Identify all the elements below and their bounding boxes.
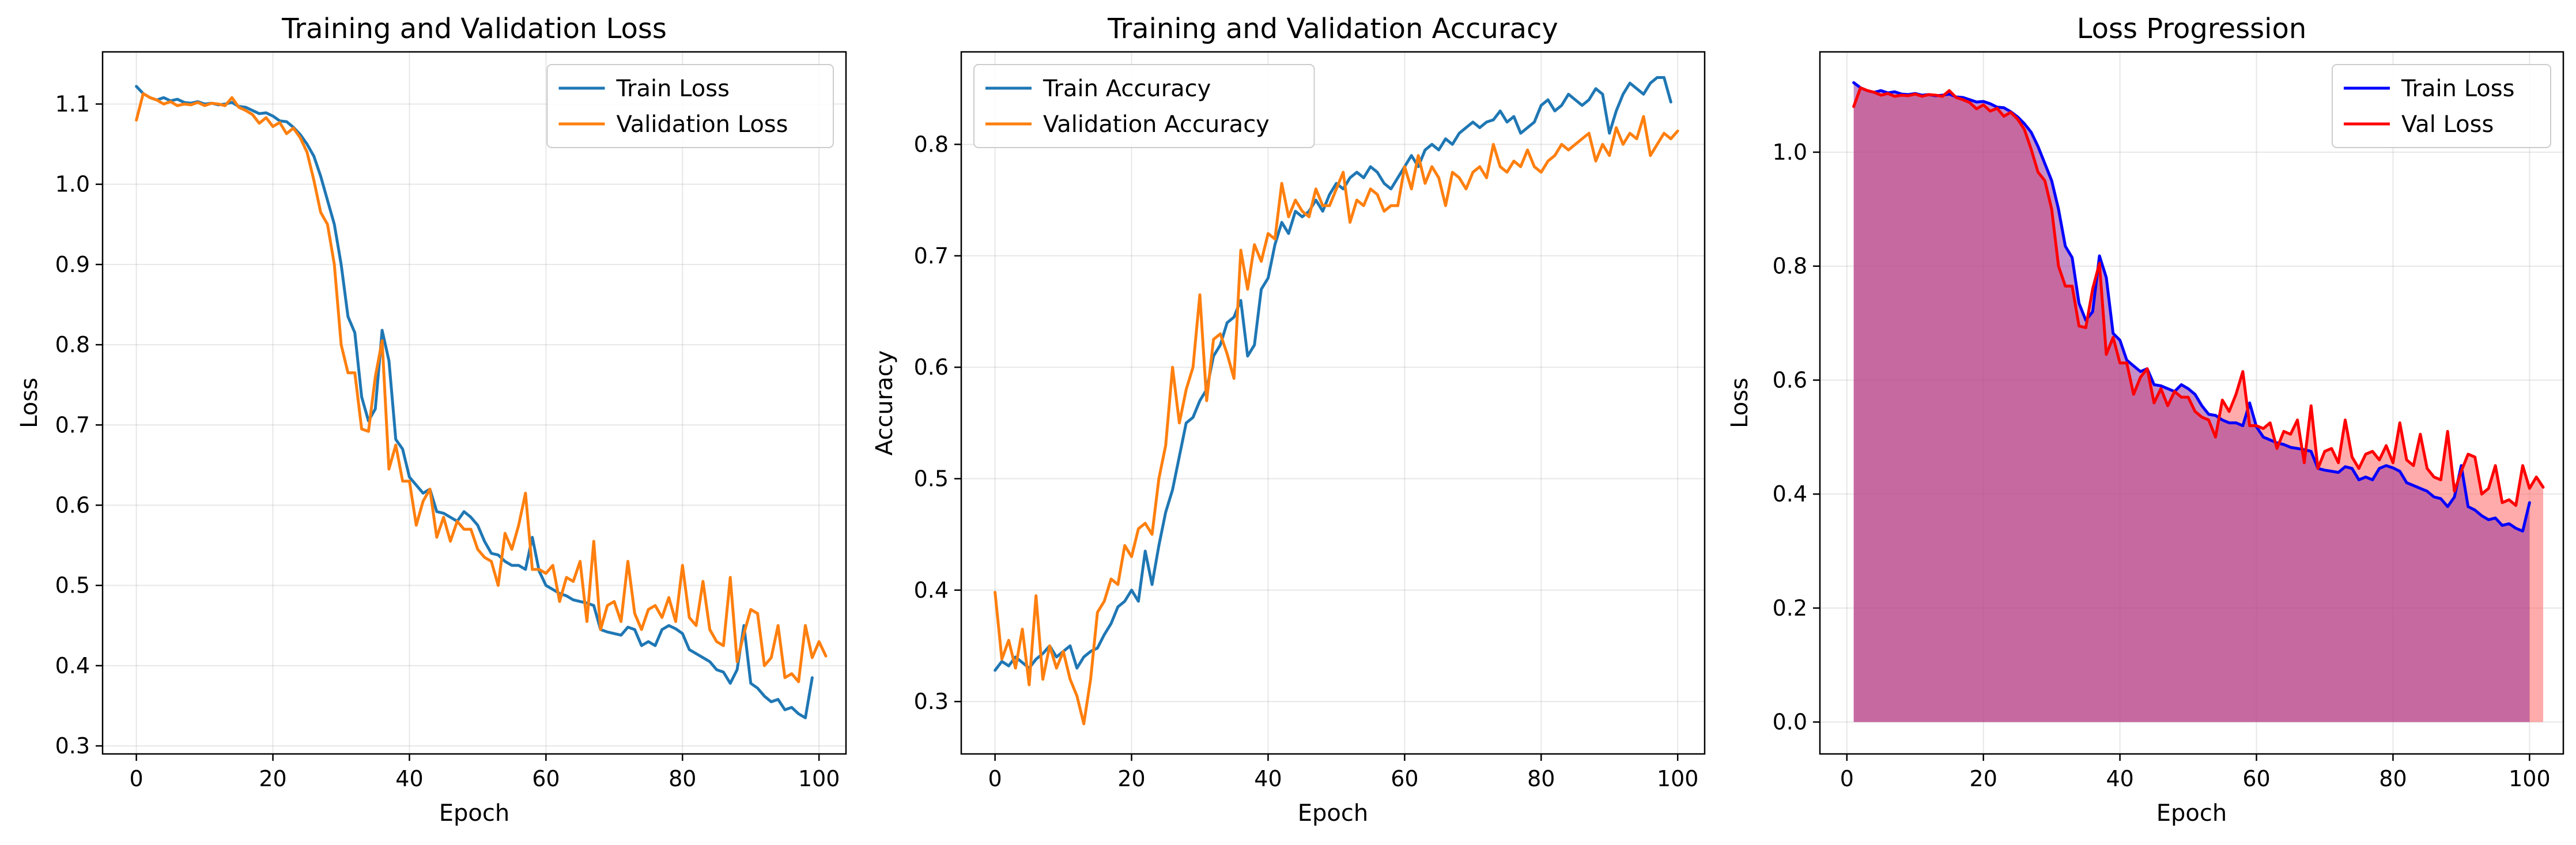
accuracy-chart-ylabel: Accuracy [871,350,898,456]
loss-progression-chart-xtick-label: 60 [2242,766,2270,791]
accuracy-chart-xtick-label: 100 [1657,766,1699,791]
loss-chart-ytick-label: 1.0 [55,172,90,197]
loss-progression-chart-xtick-label: 100 [2509,766,2551,791]
loss-chart-ytick-label: 0.9 [55,252,90,277]
accuracy-chart-xtick-label: 20 [1117,766,1145,791]
loss-chart-xtick-label: 80 [668,766,696,791]
loss-progression-chart-title: Loss Progression [2077,13,2307,45]
loss-chart: 0 20 40 60 80 1000.30.40.50.60.70.80.91.01.1 … [16,13,847,827]
loss-progression-chart-legend: Train Loss Val Loss [2332,64,2551,148]
accuracy-chart-ytick-label: 0.8 [914,131,949,157]
loss-chart-frame [101,51,847,755]
loss-progression-chart-ytick-label: 0.4 [1773,481,1807,507]
loss-progression-chart-frame [1819,51,2564,755]
accuracy-chart-title: Training and Validation Accuracy [1107,13,1558,45]
loss-progression-chart-legend-label: Val Loss [2401,111,2494,138]
loss-progression-chart-xlabel: Epoch [2156,800,2227,827]
loss-progression-chart-ylabel: Loss [1727,378,1753,428]
accuracy-chart-series-line-0 [994,76,1672,672]
loss-chart-legend: Train Loss Validation Loss [546,64,834,148]
loss-progression-chart-series-line-1 [1852,86,2545,507]
accuracy-chart-ytick-label: 0.3 [914,689,949,714]
loss-chart-legend-box [546,64,834,148]
loss-chart-ylabel: Loss [16,378,43,428]
loss-progression-chart-xtick-label: 20 [1970,766,1997,791]
accuracy-chart-ytick-label: 0.4 [914,578,949,603]
loss-progression-chart-ytick-label: 1.0 [1773,139,1807,165]
loss-progression-chart-xtick-label: 80 [2379,766,2407,791]
loss-chart-xtick-label: 40 [395,766,423,791]
accuracy-chart: 0 20 40 60 80 100 0.3 0.4 0.5 0.6 0.7 0.8 Training … [871,13,1706,827]
loss-chart-ytick-label: 0.3 [55,733,90,759]
loss-chart-ytick-label: 0.7 [55,412,90,437]
loss-chart-ytick-label: 0.4 [55,653,90,678]
loss-chart-xtick-label: 60 [532,766,560,791]
loss-chart-series-line-1 [135,92,828,684]
loss-progression-chart-ytick-label: 0.6 [1773,367,1807,393]
loss-progression-chart-series-line-0 [1852,81,2531,533]
loss-chart-xtick-label: 100 [798,766,840,791]
accuracy-chart-xlabel: Epoch [1298,800,1368,827]
accuracy-chart-ytick-label: 0.7 [914,243,949,269]
loss-progression-chart-legend-label: Train Loss [2401,76,2514,102]
accuracy-chart-ytick-label: 0.5 [914,466,949,491]
loss-chart-xlabel: Epoch [439,800,509,827]
loss-progression-chart: 0 20 40 60 80 100 0.0 0.2 0.4 0.6 0.8 1.0 Loss Prog… [1727,13,2564,827]
loss-chart-xtick-label: 20 [259,766,286,791]
accuracy-chart-legend-label: Train Accuracy [1043,76,1211,102]
accuracy-chart-xtick-label: 40 [1254,766,1282,791]
accuracy-chart-legend-box [973,64,1315,148]
loss-chart-title: Training and Validation Loss [281,13,667,45]
accuracy-chart-series-line-1 [994,115,1679,726]
loss-progression-chart-xtick-label: 40 [2106,766,2133,791]
loss-chart-legend-label: Validation Loss [617,111,788,138]
loss-progression-chart-legend-box [2332,64,2551,148]
loss-chart-series-line-0 [135,85,814,719]
accuracy-chart-xtick-label: 60 [1391,766,1418,791]
loss-progression-chart-xtick-label: 0 [1840,766,1854,791]
loss-chart-ytick-label: 0.5 [55,573,90,598]
loss-progression-chart-ytick-label: 0.2 [1773,595,1807,621]
accuracy-chart-legend: Train Accuracy Validation Accuracy [973,64,1315,148]
accuracy-chart-frame [960,51,1706,755]
loss-chart-ytick-label: 0.6 [55,492,90,518]
accuracy-chart-legend-label: Validation Accuracy [1043,111,1270,138]
loss-chart-xtick-label: 0 [130,766,143,791]
accuracy-chart-xtick-label: 80 [1527,766,1555,791]
loss-chart-legend-label: Train Loss [616,76,730,102]
accuracy-chart-ytick-label: 0.6 [914,354,949,380]
loss-progression-chart-ytick-label: 0.0 [1773,710,1807,735]
loss-progression-chart-ytick-label: 0.8 [1773,254,1807,279]
loss-chart-ytick-label: 1.1 [55,91,90,116]
accuracy-chart-xtick-label: 0 [988,766,1002,791]
loss-chart-ytick-label: 0.8 [55,332,90,357]
